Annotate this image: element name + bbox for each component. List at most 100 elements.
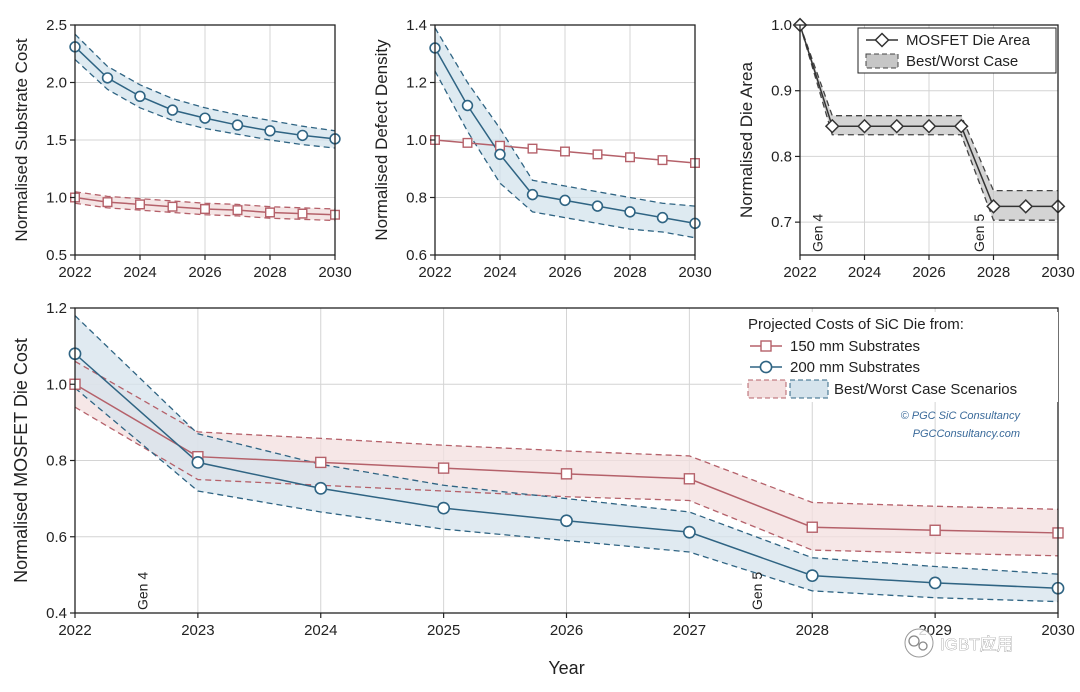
data-point-150mm (167, 201, 178, 212)
band-edge-upper-150mm (74, 360, 1059, 510)
panel-diearea: 2022 2024 2026 2028 2030 0.7 0.8 0.9 1.0 Normalis… (737, 17, 1075, 281)
data-point-die (921, 118, 937, 134)
y-tick-label: 1.4 (406, 17, 427, 34)
legend-band-150mm (747, 379, 787, 399)
wechat-icon-bubble (908, 635, 920, 647)
data-point-150mm (265, 207, 276, 218)
band-edge-upper-150mm (74, 191, 336, 210)
data-point-die (824, 118, 840, 134)
legend-label: Best/Worst Case Scenarios (834, 381, 1017, 398)
data-point-200mm (101, 72, 114, 84)
legend-title: Projected Costs of SiC Die from: (748, 316, 964, 333)
x-tick-label: 2028 (253, 264, 286, 281)
y-tick-label: 0.9 (771, 83, 792, 100)
data-point-150mm (102, 197, 113, 208)
data-point-150mm (297, 208, 308, 219)
x-tick-label: 2023 (181, 622, 214, 639)
x-tick-label: 2030 (678, 264, 711, 281)
y-tick-label: 0.4 (46, 605, 67, 622)
data-point-200mm (134, 90, 146, 103)
data-point-150mm (437, 462, 450, 474)
data-point-200mm (296, 129, 309, 142)
website-annotation: PGCConsultancy.com (913, 428, 1020, 440)
band-edge-upper-200mm (434, 27, 696, 207)
x-tick-label: 2024 (304, 622, 337, 639)
data-point-200mm (805, 569, 819, 583)
data-point-200mm (264, 125, 276, 137)
data-point-200mm (559, 194, 571, 207)
data-point-200mm (591, 200, 604, 212)
y-tick-label: 1.2 (406, 75, 427, 92)
data-point-150mm (134, 199, 145, 210)
data-point-200mm (166, 104, 179, 116)
x-tick-label: 2026 (188, 264, 221, 281)
data-point-die (986, 199, 1001, 214)
y-axis-label: Normalised Die Area (737, 62, 756, 218)
y-tick-label: 1.0 (46, 376, 67, 393)
data-point-die (857, 118, 872, 134)
x-axis-label: Year (548, 658, 584, 678)
x-tick-label: 2028 (796, 622, 829, 639)
x-tick-label: 2022 (783, 264, 816, 281)
x-tick-label: 2022 (418, 264, 451, 281)
y-tick-label: 0.8 (406, 190, 427, 207)
data-point-150mm (592, 149, 603, 160)
data-point-200mm (437, 501, 451, 515)
band-150mm (75, 361, 1058, 556)
band-edge-lower-die (799, 24, 1058, 221)
watermark: IGBT应用 (904, 628, 1014, 658)
panel-diecost: 2022 2023 2024 2025 2026 2027 2028 2029 20300.40… (11, 300, 1075, 678)
y-tick-label: 1.0 (406, 132, 427, 149)
data-point-150mm (929, 524, 941, 536)
band-edge-upper-200mm (74, 315, 1059, 575)
data-point-200mm (560, 514, 573, 528)
data-point-200mm (199, 112, 211, 124)
x-tick-label: 2026 (912, 264, 945, 281)
y-tick-label: 1.0 (771, 17, 792, 34)
data-point-200mm (461, 99, 474, 112)
generation-label: Gen 5 (971, 214, 987, 252)
band-edge-upper-die (799, 24, 1058, 192)
data-point-200mm (191, 456, 205, 469)
x-tick-label: 2022 (58, 264, 91, 281)
x-tick-label: 2024 (848, 264, 881, 281)
y-tick-label: 0.6 (406, 247, 427, 264)
watermark-label: IGBT应用 (940, 635, 1014, 654)
y-tick-label: 2.5 (46, 17, 67, 34)
x-tick-label: 2024 (123, 264, 156, 281)
y-axis-label: Normalised MOSFET Die Cost (11, 338, 31, 583)
y-tick-label: 1.2 (46, 300, 67, 317)
y-tick-label: 0.7 (771, 214, 792, 231)
data-point-150mm (657, 155, 668, 166)
legend-label: 150 mm Substrates (790, 338, 920, 355)
x-tick-label: 2026 (550, 622, 583, 639)
data-point-200mm (494, 148, 506, 161)
y-tick-label: 2.0 (46, 75, 67, 92)
y-tick-label: 0.6 (46, 529, 67, 546)
x-tick-label: 2027 (673, 622, 706, 639)
band-edge-lower-200mm (434, 70, 696, 239)
legend-band-swatch (865, 53, 899, 69)
panel-defect: 2022 2024 2026 2028 2030 0.6 0.8 1.0 1.2 1.4 Norma… (372, 17, 712, 281)
x-tick-label: 2026 (548, 264, 581, 281)
legend-marker-circle (759, 360, 773, 374)
data-point-150mm (199, 203, 210, 214)
copyright-annotation: © PGC SiC Consultancy (901, 410, 1022, 422)
legend-marker-diamond (874, 32, 890, 48)
data-point-150mm (806, 521, 818, 533)
data-point-die (953, 118, 969, 134)
data-point-150mm (560, 146, 571, 157)
x-tick-label: 2028 (613, 264, 646, 281)
data-point-die (889, 118, 905, 134)
data-point-200mm (656, 211, 669, 224)
y-axis-label: Normalised Substrate Cost (12, 38, 31, 241)
legend-label: Best/Worst Case (906, 53, 1018, 70)
legend-label: MOSFET Die Area (906, 32, 1031, 49)
x-tick-label: 2028 (977, 264, 1010, 281)
data-point-200mm (928, 576, 942, 590)
data-point-200mm (314, 481, 328, 495)
data-point-200mm (624, 206, 636, 218)
wechat-icon-bubble (918, 641, 928, 651)
